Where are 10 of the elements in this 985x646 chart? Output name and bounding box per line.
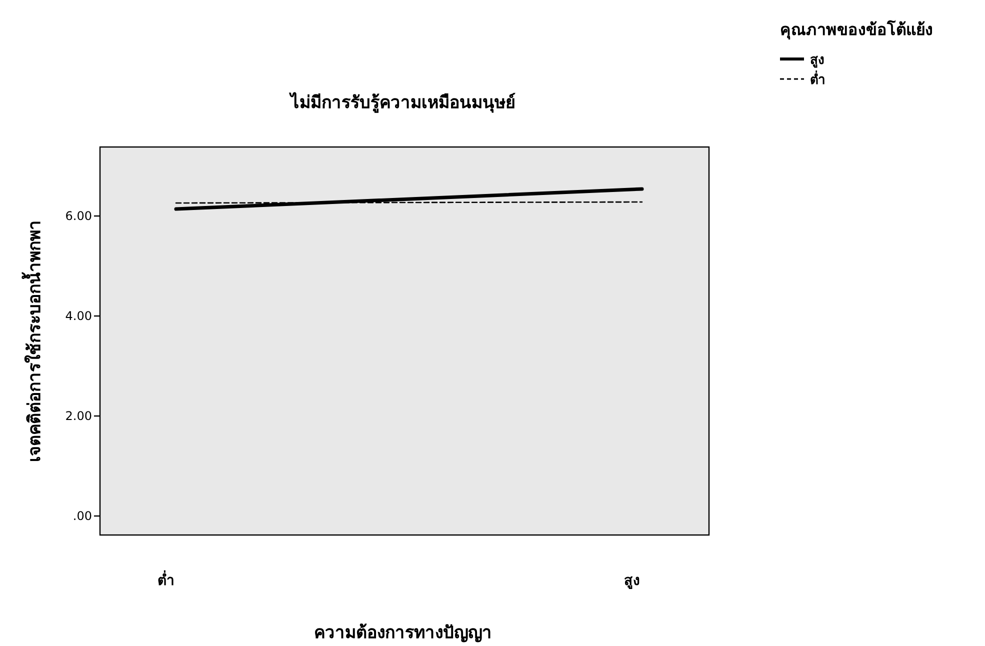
chart-title: ไม่มีการรับรู้ความเหมือนมนุษย์: [288, 92, 516, 114]
y-tick-label: 2.00: [65, 409, 92, 423]
legend-label: ต่ำ: [810, 70, 825, 88]
y-tick-label: 4.00: [65, 309, 92, 323]
legend-title: คุณภาพของข้อโต้แย้ง: [780, 19, 933, 40]
legend-label: สูง: [810, 53, 824, 68]
y-tick-label: 6.00: [65, 209, 92, 223]
x-axis-title: ความต้องการทางปัญญา: [314, 623, 492, 643]
y-axis-title: เจตคติต่อการใช้กระบอกน้ำพกพา: [21, 220, 45, 462]
y-tick-label: .00: [72, 509, 92, 523]
